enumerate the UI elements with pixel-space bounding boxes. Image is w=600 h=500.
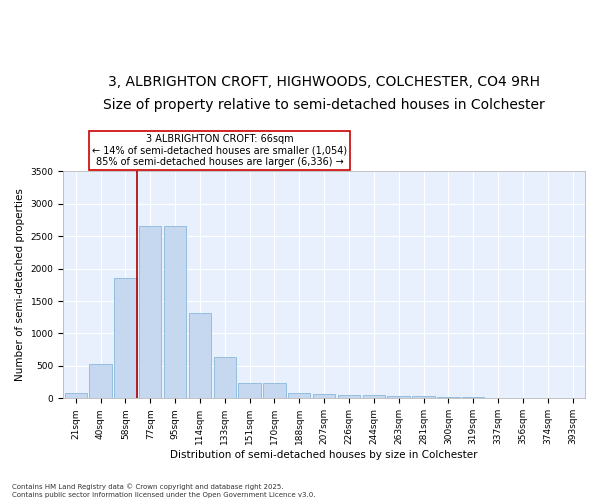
Bar xyxy=(338,395,360,398)
Bar xyxy=(189,314,211,398)
Bar xyxy=(263,384,286,398)
X-axis label: Distribution of semi-detached houses by size in Colchester: Distribution of semi-detached houses by … xyxy=(170,450,478,460)
Bar xyxy=(288,392,310,398)
Bar xyxy=(65,394,87,398)
Y-axis label: Number of semi-detached properties: Number of semi-detached properties xyxy=(15,188,25,382)
Text: Contains HM Land Registry data © Crown copyright and database right 2025.
Contai: Contains HM Land Registry data © Crown c… xyxy=(12,484,316,498)
Bar xyxy=(164,226,186,398)
Bar xyxy=(388,396,410,398)
Bar xyxy=(114,278,137,398)
Bar xyxy=(214,357,236,399)
Text: 3 ALBRIGHTON CROFT: 66sqm
← 14% of semi-detached houses are smaller (1,054)
85% : 3 ALBRIGHTON CROFT: 66sqm ← 14% of semi-… xyxy=(92,134,347,167)
Title: 3, ALBRIGHTON CROFT, HIGHWOODS, COLCHESTER, CO4 9RH
Size of property relative to: 3, ALBRIGHTON CROFT, HIGHWOODS, COLCHEST… xyxy=(103,75,545,112)
Bar xyxy=(89,364,112,398)
Bar xyxy=(139,226,161,398)
Bar xyxy=(313,394,335,398)
Bar xyxy=(362,396,385,398)
Bar xyxy=(238,384,261,398)
Bar xyxy=(412,396,434,398)
